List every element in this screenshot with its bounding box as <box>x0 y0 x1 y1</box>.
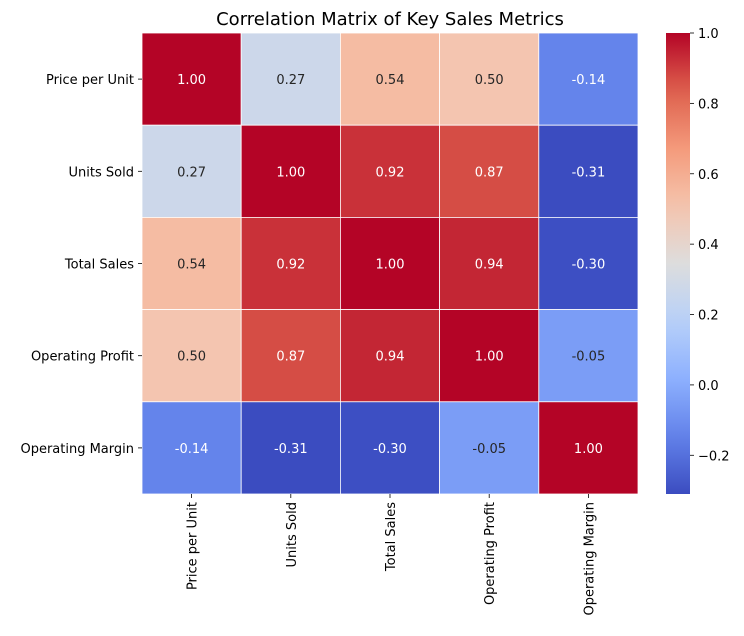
heatmap-cell <box>339 309 440 403</box>
heatmap-cell <box>439 32 540 126</box>
cell-value-label: -0.05 <box>472 442 506 457</box>
cell-value-label: 0.94 <box>376 350 405 365</box>
cell-value-label: -0.14 <box>175 442 209 457</box>
heatmap-cell <box>538 309 639 403</box>
colorbar-tick-label: 0.6 <box>698 168 719 183</box>
cell-value-label: -0.30 <box>373 442 407 457</box>
cell-value-label: 0.87 <box>276 350 305 365</box>
chart-title: Correlation Matrix of Key Sales Metrics <box>216 9 564 30</box>
heatmap-cell <box>240 32 341 126</box>
cell-value-label: -0.31 <box>572 165 606 180</box>
heatmap-cell <box>538 401 639 495</box>
cell-value-label: 0.94 <box>475 258 504 273</box>
cell-value-label: 1.00 <box>276 165 305 180</box>
y-tick-label: Units Sold <box>69 165 134 180</box>
cell-value-label: -0.31 <box>274 442 308 457</box>
y-tick-label: Price per Unit <box>46 73 134 88</box>
cell-value-label: 0.50 <box>475 73 504 88</box>
x-tick-label: Total Sales <box>384 502 399 572</box>
y-tick-label: Total Sales <box>64 258 134 273</box>
cell-value-label: 1.00 <box>376 258 405 273</box>
heatmap-cell <box>339 401 440 495</box>
cell-value-label: 0.87 <box>475 165 504 180</box>
heatmap-cell <box>439 309 540 403</box>
cell-value-label: 0.54 <box>177 258 206 273</box>
x-tick-label: Price per Unit <box>186 502 201 590</box>
x-tick-label: Operating Profit <box>483 502 498 605</box>
heatmap-cell <box>240 401 341 495</box>
colorbar: −0.2 0.0 0.2 0.4 0.6 0.8 1.0 <box>666 27 730 494</box>
heatmap-cells: 1.00 0.27 0.54 0.50 -0.14 0.27 1.00 0.92 0.87 -0.… <box>141 32 639 495</box>
cell-value-label: 0.54 <box>376 73 405 88</box>
heatmap-cell <box>339 124 440 218</box>
y-tick-label: Operating Profit <box>31 350 134 365</box>
colorbar-tick-label: 1.0 <box>698 27 719 42</box>
heatmap-cell <box>141 32 242 126</box>
cell-value-label: 1.00 <box>475 350 504 365</box>
colorbar-tick-label: 0.0 <box>698 379 719 394</box>
heatmap-cell <box>141 124 242 218</box>
cell-value-label: -0.30 <box>572 258 606 273</box>
colorbar-gradient <box>666 33 690 494</box>
x-tick-label: Units Sold <box>285 502 300 567</box>
heatmap-cell <box>240 216 341 310</box>
heatmap-cell <box>141 401 242 495</box>
cell-value-label: -0.05 <box>572 350 606 365</box>
heatmap-cell <box>339 32 440 126</box>
colorbar-tick-label: 0.2 <box>698 309 719 324</box>
x-tick-label: Operating Margin <box>582 502 597 616</box>
cell-value-label: -0.14 <box>572 73 606 88</box>
x-axis-tick-labels: Price per Unit Units Sold Total Sales Opera… <box>186 494 597 616</box>
heatmap-cell <box>240 309 341 403</box>
cell-value-label: 0.92 <box>276 258 305 273</box>
heatmap-cell <box>538 124 639 218</box>
colorbar-tick-label: −0.2 <box>698 449 730 464</box>
y-tick-label: Operating Margin <box>20 442 134 457</box>
cell-value-label: 0.27 <box>177 165 206 180</box>
colorbar-tick-label: 0.4 <box>698 238 719 253</box>
cell-value-label: 0.92 <box>376 165 405 180</box>
cell-value-label: 1.00 <box>574 442 603 457</box>
cell-value-label: 0.27 <box>276 73 305 88</box>
cell-value-label: 1.00 <box>177 73 206 88</box>
heatmap-cell <box>538 32 639 126</box>
heatmap-cell <box>538 216 639 310</box>
colorbar-tick-label: 0.8 <box>698 97 719 112</box>
y-axis-tick-labels: Price per Unit Units Sold Total Sales Opera… <box>20 73 142 457</box>
cell-value-label: 0.50 <box>177 350 206 365</box>
heatmap-cell <box>339 216 440 310</box>
heatmap-cell <box>439 216 540 310</box>
